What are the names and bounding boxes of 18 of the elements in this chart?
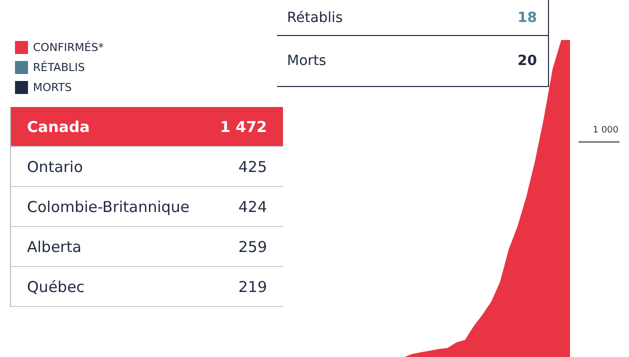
text: 1 472 <box>220 118 267 136</box>
text: Ontario <box>27 158 83 176</box>
text: 259 <box>238 238 267 256</box>
text: 424 <box>238 198 267 216</box>
annotation: 20 <box>518 53 537 69</box>
text: Colombie-Britannique <box>27 198 190 216</box>
legend-label: CONFIRMÉS* <box>33 40 104 54</box>
text: Rétablis <box>287 10 343 26</box>
text: Québec <box>27 278 85 296</box>
text: Alberta <box>27 238 82 256</box>
annotation: Morts <box>287 53 326 69</box>
text: 219 <box>238 278 267 296</box>
legend-label: MORTS <box>33 81 72 94</box>
legend-label: RÉTABLIS <box>33 60 85 74</box>
text: 1 000 <box>592 126 619 136</box>
text: Canada <box>27 118 90 136</box>
text: 425 <box>238 158 267 176</box>
text: 18 <box>518 10 537 26</box>
